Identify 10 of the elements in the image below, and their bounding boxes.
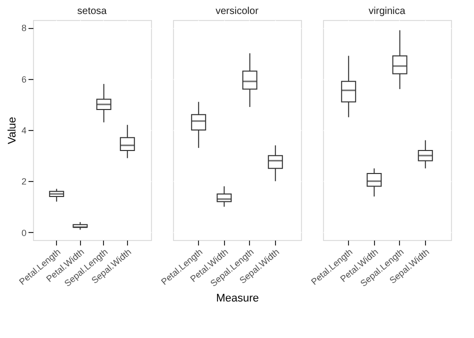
y-tick-label: 2: [21, 176, 26, 187]
y-tick-label: 0: [21, 228, 26, 238]
y-tick-label: 6: [21, 74, 26, 84]
y-tick-label: 4: [21, 126, 26, 136]
chart-title: versicolor: [216, 6, 260, 17]
y-tick-label: 8: [21, 23, 26, 34]
chart-title: virginica: [368, 6, 406, 17]
y-axis-title: Value: [6, 116, 18, 144]
x-axis-title: Measure: [216, 292, 259, 304]
chart-title: setosa: [77, 6, 108, 17]
